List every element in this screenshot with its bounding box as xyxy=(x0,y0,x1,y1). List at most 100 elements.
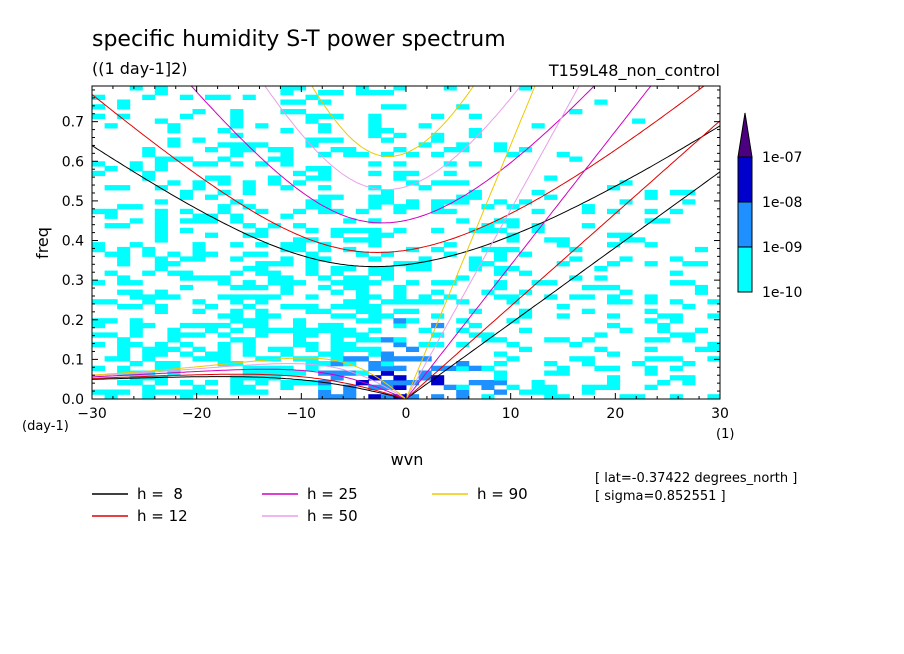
heat-cell xyxy=(179,94,193,100)
heat-cell xyxy=(368,270,382,276)
heat-cell xyxy=(167,327,181,333)
heat-cell xyxy=(456,142,470,148)
heat-cell xyxy=(720,328,733,333)
heat-cell xyxy=(368,361,382,367)
heat-cell xyxy=(669,256,683,262)
heat-cell xyxy=(343,227,357,234)
heat-cell xyxy=(129,280,143,286)
heat-cell xyxy=(255,232,269,238)
heat-cell xyxy=(255,370,269,376)
heat-cell xyxy=(720,266,733,271)
heat-cell xyxy=(280,380,294,386)
heat-cell xyxy=(230,361,244,367)
heat-cell xyxy=(104,270,118,276)
heat-cell xyxy=(669,208,683,215)
heat-cell xyxy=(305,118,319,124)
heat-cell xyxy=(167,128,181,134)
heat-cell xyxy=(230,375,244,381)
heat-cell xyxy=(154,218,168,224)
heat-cell xyxy=(142,394,156,399)
heat-cell xyxy=(694,346,708,352)
heat-cell xyxy=(619,394,633,399)
heat-cell xyxy=(456,389,470,395)
heat-cell xyxy=(217,175,231,181)
heat-cell xyxy=(267,275,281,281)
heat-cell xyxy=(544,294,558,300)
heat-cell xyxy=(343,361,357,367)
heat-cell xyxy=(305,346,319,352)
heat-cell xyxy=(192,213,206,219)
heat-cell xyxy=(581,337,595,343)
heat-cell xyxy=(380,351,394,357)
heat-cell xyxy=(330,147,344,153)
heat-cell xyxy=(205,147,219,153)
heat-cell xyxy=(230,132,244,139)
heat-cell xyxy=(179,380,193,386)
heat-cell xyxy=(456,384,470,390)
heat-cell xyxy=(192,218,206,224)
heat-cell xyxy=(267,156,281,162)
heat-cell xyxy=(355,86,369,91)
heat-cell xyxy=(242,189,256,196)
heat-cell xyxy=(167,389,181,395)
heat-cell xyxy=(443,208,457,215)
heat-cell xyxy=(154,341,168,348)
heat-cell xyxy=(619,199,633,205)
heat-cell xyxy=(669,299,683,305)
heat-cell xyxy=(406,308,420,314)
heat-cell xyxy=(280,156,294,162)
heat-cell xyxy=(544,389,558,395)
heat-cell xyxy=(380,365,394,371)
y-tick-label: 0.4 xyxy=(62,234,84,250)
heat-cell xyxy=(506,204,520,210)
heat-cell xyxy=(594,275,608,281)
heat-cell xyxy=(330,370,344,376)
heat-cell xyxy=(506,151,520,158)
heat-cell xyxy=(431,137,445,143)
heat-cell xyxy=(293,327,307,333)
heat-cell xyxy=(418,356,432,362)
heat-cell xyxy=(368,185,382,191)
heat-cell xyxy=(192,389,206,395)
legend-label: h = 90 xyxy=(477,485,528,503)
heat-cell xyxy=(644,261,658,267)
heat-cell xyxy=(368,128,382,134)
heat-cell xyxy=(318,327,332,333)
heat-cell xyxy=(456,394,470,399)
heat-cell xyxy=(154,389,168,395)
heat-cell xyxy=(242,94,256,100)
heat-cell xyxy=(217,322,231,329)
heat-cell xyxy=(632,394,646,399)
heat-cell xyxy=(368,346,382,352)
heat-cell xyxy=(368,303,382,310)
heat-cell xyxy=(418,265,432,272)
heat-cell xyxy=(129,204,143,210)
heat-cell xyxy=(544,237,558,243)
heat-cell xyxy=(305,270,319,276)
heat-cell xyxy=(255,270,269,276)
heat-cell xyxy=(242,147,256,153)
heat-cell xyxy=(179,351,193,357)
heat-cell xyxy=(519,199,533,205)
heat-cell xyxy=(343,341,357,348)
heat-cell xyxy=(481,380,495,386)
heat-cell xyxy=(92,389,106,395)
heat-cell xyxy=(167,270,181,276)
heat-cell xyxy=(355,294,369,300)
heat-cell xyxy=(255,227,269,234)
heat-cell xyxy=(280,370,294,376)
heat-cell xyxy=(217,346,231,352)
heat-cell xyxy=(355,380,369,386)
heat-cell xyxy=(456,327,470,333)
heat-cell xyxy=(280,384,294,390)
heat-cell xyxy=(644,218,658,224)
heat-cell xyxy=(154,223,168,229)
heat-cell xyxy=(280,351,294,357)
heat-cell xyxy=(305,341,319,348)
heat-cell xyxy=(217,142,231,148)
colorbar-label: 1e-07 xyxy=(762,150,802,166)
heat-cell xyxy=(506,223,520,229)
heat-cell xyxy=(255,356,269,362)
x-tick-label: −10 xyxy=(287,406,317,422)
heat-cell xyxy=(293,86,307,91)
